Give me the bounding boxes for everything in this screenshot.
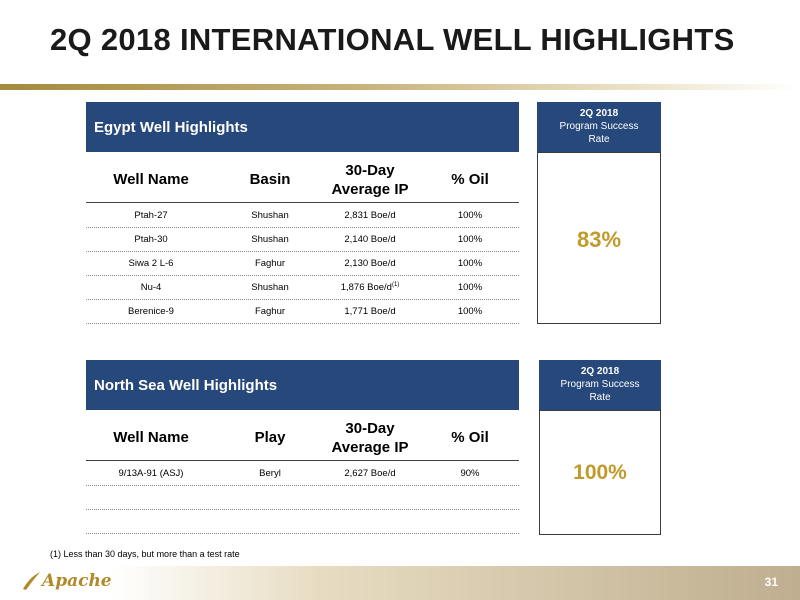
col-oil-pct: % Oil <box>451 429 489 446</box>
cell-well-text: Ptah-30 <box>134 234 168 245</box>
cell-basin-text: Shushan <box>251 234 289 245</box>
cell-basin: Beryl <box>235 468 305 479</box>
cell-oil-text: 100% <box>457 258 483 269</box>
cell-basin-text: Shushan <box>251 282 289 293</box>
col-oil-pct: % Oil <box>451 171 489 188</box>
title-divider <box>0 84 800 90</box>
cell-oil: 100% <box>430 234 510 245</box>
table-row: 9/13A-91 (ASJ) Beryl 2,627 Boe/d 90% <box>86 461 519 486</box>
cell-basin: Shushan <box>235 234 305 245</box>
table-row <box>86 509 519 534</box>
cell-oil-text: 90% <box>460 468 480 479</box>
cell-oil: 100% <box>430 258 510 269</box>
rate-header-line3: Rate <box>588 134 610 145</box>
north-sea-success-rate: 100% <box>573 461 627 484</box>
cell-ip-text: 1,771 Boe/d <box>344 306 396 317</box>
cell-well: Ptah-27 <box>96 210 206 221</box>
cell-well: Nu-4 <box>96 282 206 293</box>
cell-well: Berenice-9 <box>96 306 206 317</box>
cell-well-text: Berenice-9 <box>128 306 174 317</box>
cell-basin: Faghur <box>235 258 305 269</box>
cell-ip: 2,627 Boe/d <box>315 468 425 479</box>
cell-well: 9/13A-91 (ASJ) <box>96 468 206 479</box>
col-average-ip: 30-Day Average IP <box>331 162 409 198</box>
rate-header-line2: Program Success <box>560 379 640 390</box>
egypt-section-header: Egypt Well Highlights <box>86 102 519 152</box>
cell-oil-text: 100% <box>457 210 483 221</box>
cell-oil-text: 100% <box>457 282 483 293</box>
rate-header-year: 2Q 2018 <box>580 366 620 377</box>
table-row: Ptah-30 Shushan 2,140 Boe/d 100% <box>86 227 519 252</box>
col-average-ip: 30-Day Average IP <box>331 420 409 456</box>
cell-well-text: Nu-4 <box>140 282 162 293</box>
cell-basin-text: Beryl <box>259 468 281 479</box>
cell-ip-text: 2,130 Boe/d <box>344 258 396 269</box>
cell-ip-text: 2,831 Boe/d <box>344 210 396 221</box>
cell-oil: 100% <box>430 282 510 293</box>
table-row: Nu-4 Shushan 1,876 Boe/d(1) 100% <box>86 275 519 300</box>
table-row: Berenice-9 Faghur 1,771 Boe/d 100% <box>86 299 519 324</box>
cell-oil: 100% <box>430 210 510 221</box>
col-well-name: Well Name <box>113 429 189 446</box>
cell-oil-text: 100% <box>457 306 483 317</box>
footer-bar <box>0 566 800 600</box>
north-sea-section-header: North Sea Well Highlights <box>86 360 519 410</box>
footnote-marker: (1) <box>391 282 400 288</box>
egypt-header-rule <box>86 202 519 203</box>
cell-ip: 1,771 Boe/d <box>315 306 425 317</box>
north-sea-header-rule <box>86 460 519 461</box>
cell-ip-text: 2,140 Boe/d <box>344 234 396 245</box>
egypt-rate-header: 2Q 2018 Program Success Rate <box>537 102 661 152</box>
cell-ip-text: 2,627 Boe/d <box>344 468 396 479</box>
cell-ip: 2,831 Boe/d <box>315 210 425 221</box>
col-well-name: Well Name <box>113 171 189 188</box>
cell-well-text: Ptah-27 <box>134 210 168 221</box>
cell-well: Siwa 2 L-6 <box>96 258 206 269</box>
rate-header-year: 2Q 2018 <box>579 108 619 119</box>
cell-basin-text: Faghur <box>254 258 286 269</box>
rate-header-line3: Rate <box>589 392 611 403</box>
logo-text: Apache <box>42 571 112 591</box>
cell-oil: 100% <box>430 306 510 317</box>
north-sea-rate-header: 2Q 2018 Program Success Rate <box>539 360 661 410</box>
cell-basin: Shushan <box>235 210 305 221</box>
cell-ip: 2,140 Boe/d <box>315 234 425 245</box>
cell-basin-text: Faghur <box>254 306 286 317</box>
table-row <box>86 485 519 510</box>
cell-basin: Shushan <box>235 282 305 293</box>
cell-ip: 1,876 Boe/d(1) <box>315 282 425 293</box>
rate-header-line2: Program Success <box>559 121 639 132</box>
page-number: 31 <box>764 575 778 589</box>
col-basin: Basin <box>249 171 291 188</box>
col-play: Play <box>254 429 286 446</box>
cell-well: Ptah-30 <box>96 234 206 245</box>
apache-logo: Apache <box>20 570 112 592</box>
table-row: Ptah-27 Shushan 2,831 Boe/d 100% <box>86 203 519 228</box>
cell-oil: 90% <box>430 468 510 479</box>
cell-ip: 2,130 Boe/d <box>315 258 425 269</box>
egypt-rate-box: 83% <box>537 152 661 324</box>
cell-oil-text: 100% <box>457 234 483 245</box>
page-title: 2Q 2018 INTERNATIONAL WELL HIGHLIGHTS <box>50 22 735 57</box>
cell-basin: Faghur <box>235 306 305 317</box>
cell-ip-text: 1,876 Boe/d <box>340 282 392 294</box>
table-row: Siwa 2 L-6 Faghur 2,130 Boe/d 100% <box>86 251 519 276</box>
cell-basin-text: Shushan <box>251 210 289 221</box>
cell-well-text: 9/13A-91 (ASJ) <box>118 468 184 479</box>
footnote: (1) Less than 30 days, but more than a t… <box>50 549 240 559</box>
north-sea-rate-box: 100% <box>539 410 661 535</box>
cell-well-text: Siwa 2 L-6 <box>128 258 174 269</box>
feather-icon <box>23 572 40 590</box>
egypt-success-rate: 83% <box>576 227 622 252</box>
